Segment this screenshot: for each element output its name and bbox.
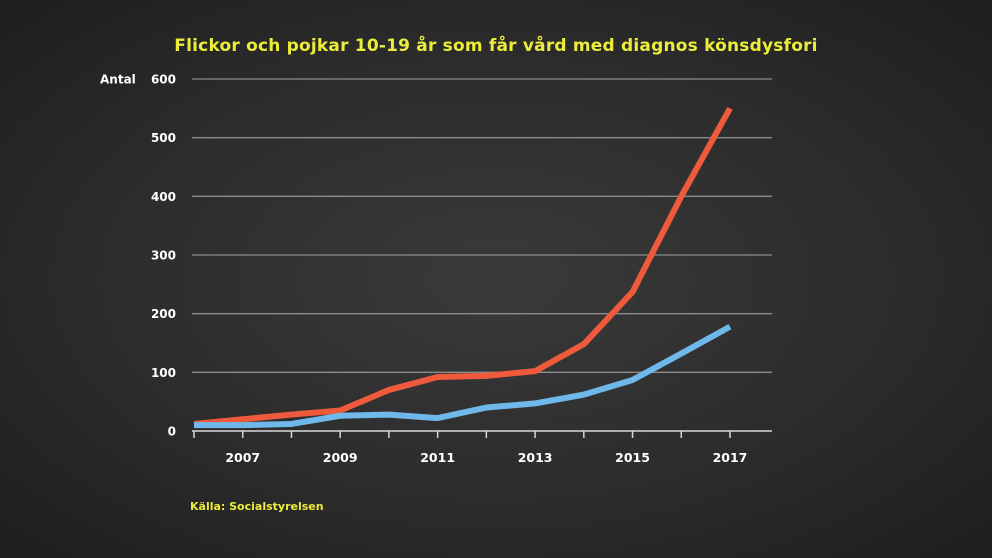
y-tick-label: 400: [151, 190, 176, 204]
y-tick-label: 500: [151, 131, 176, 145]
y-tick-label: 600: [151, 73, 176, 87]
x-tick-label: 2015: [615, 450, 650, 465]
y-tick-label: 300: [151, 249, 176, 263]
y-tick-label: 200: [151, 307, 176, 321]
series-line-2: [194, 323, 732, 429]
y-tick-label: 0: [168, 425, 176, 439]
series-line-1: [193, 106, 733, 427]
y-tick-label: 100: [151, 366, 176, 380]
x-tick-label: 2007: [225, 450, 260, 465]
x-tick-label: 2017: [713, 450, 748, 465]
x-tick-label: 2013: [518, 450, 553, 465]
y-axis-label: Antal: [100, 73, 136, 87]
source-note: Källa: Socialstyrelsen: [190, 500, 324, 513]
x-tick-label: 2009: [323, 450, 358, 465]
chart-title: Flickor och pojkar 10-19 år som får vård…: [174, 36, 818, 56]
x-tick-label: 2011: [420, 450, 455, 465]
